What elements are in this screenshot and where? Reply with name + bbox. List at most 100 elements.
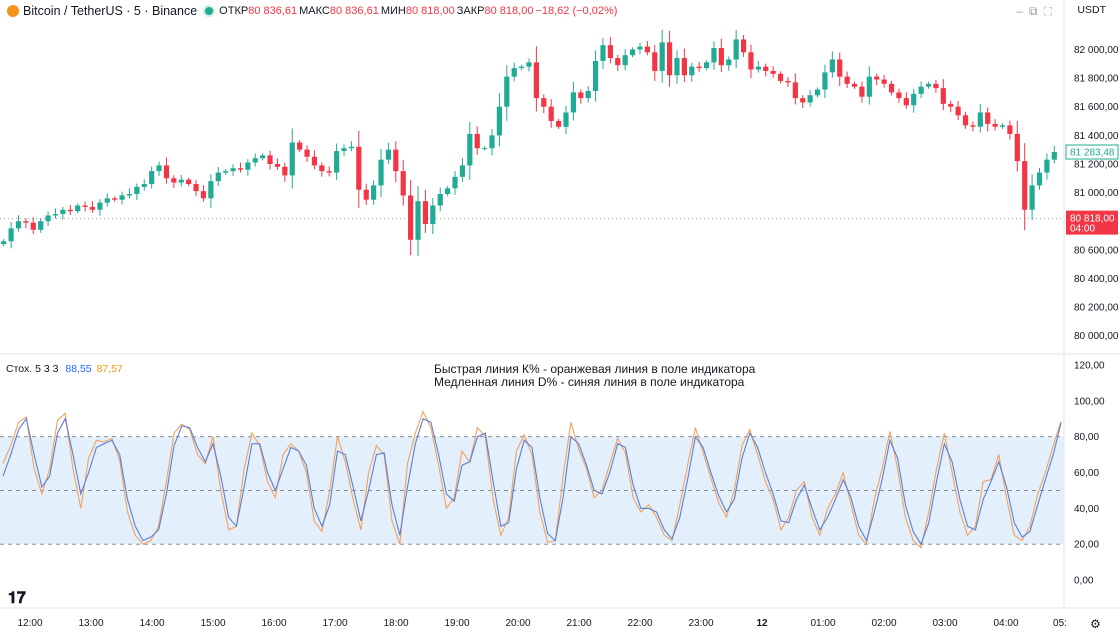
candle-body — [822, 72, 828, 90]
candle-body — [141, 183, 147, 187]
candle-body — [925, 83, 932, 87]
candle-body — [726, 59, 732, 66]
candle-body — [955, 106, 961, 116]
candle-body — [60, 209, 66, 215]
candle-body — [615, 58, 621, 66]
stoch-tick-label: 20,00 — [1074, 540, 1099, 551]
candle-body — [348, 146, 355, 149]
time-tick-label: 19:00 — [444, 618, 469, 629]
candle-body — [311, 156, 318, 166]
candle-body — [533, 62, 539, 99]
candle-body — [97, 202, 103, 210]
candle-body — [326, 171, 332, 173]
time-tick-label: 15:00 — [200, 618, 225, 629]
candle-body — [38, 221, 44, 230]
price-tick-label: 81 400,00 — [1074, 131, 1119, 142]
candle-body — [792, 82, 798, 99]
candle-body — [977, 112, 983, 127]
candle-body — [844, 76, 850, 84]
candle-body — [193, 183, 199, 192]
candle-body — [274, 163, 281, 167]
time-tick-label: 17:00 — [322, 618, 347, 629]
restore-icon[interactable]: ⧉ — [1029, 4, 1044, 18]
candle-body — [119, 195, 125, 200]
market-open-dot-icon — [205, 7, 214, 15]
candle-body — [67, 209, 73, 212]
candle-body — [171, 178, 177, 183]
symbol-title[interactable]: Bitcoin / TetherUS · 5 · Binance — [23, 4, 198, 18]
candle-body — [1044, 159, 1050, 173]
price-tick-label: 81 800,00 — [1074, 74, 1119, 85]
candle-body — [15, 221, 22, 229]
candle-body — [526, 62, 532, 67]
candle-body — [385, 149, 392, 160]
open-value: 80 836,61 — [248, 5, 298, 17]
candle-body — [30, 222, 36, 230]
candle-body — [267, 155, 273, 164]
price-tick-label: 82 000,00 — [1074, 45, 1119, 56]
stoch-line-D% — [2, 417, 1062, 546]
candle-body — [962, 115, 969, 126]
time-tick-label: 03:00 — [932, 618, 957, 629]
candle-body — [104, 198, 110, 203]
candle-body — [237, 168, 244, 170]
candle-body — [445, 188, 451, 195]
candle-body — [415, 201, 421, 240]
ref-price-label: 80 818,00 — [1070, 214, 1115, 225]
candle-body — [999, 125, 1006, 127]
price-tick-label: 80 400,00 — [1074, 274, 1119, 285]
maximize-icon[interactable]: ⛶ — [1043, 4, 1058, 18]
candle-body — [304, 149, 310, 157]
last-price-label: 81 283,48 — [1070, 148, 1115, 159]
change-value: −18,62 (−0,02%) — [535, 5, 618, 17]
candle-body — [156, 165, 162, 172]
candle-body — [1007, 125, 1013, 134]
candle-body — [585, 90, 591, 99]
candle-body — [23, 221, 29, 223]
candle-body — [607, 45, 613, 59]
stochastic-band — [0, 436, 1064, 545]
candle-body — [740, 39, 747, 53]
candle-body — [334, 151, 340, 173]
annotation-line-2: Медленная линия D% - синяя линия в поле … — [434, 375, 745, 389]
last-price-box — [1065, 144, 1119, 160]
candle-body — [223, 171, 229, 173]
candle-body — [452, 176, 458, 189]
time-tick-label: 21:00 — [566, 618, 591, 629]
candle-body — [1, 241, 7, 245]
candle-body — [511, 68, 517, 77]
high-value: 80 836,61 — [329, 5, 379, 17]
candle-body — [378, 159, 384, 186]
currency-label[interactable]: USDT — [1077, 4, 1106, 16]
candle-body — [970, 125, 976, 127]
candle-body — [578, 92, 584, 99]
candle-body — [45, 215, 51, 222]
stochastic-label[interactable]: Стох. 5 3 3 — [6, 363, 59, 375]
candle-body — [82, 205, 88, 207]
time-tick-label: 02:00 — [871, 618, 896, 629]
candle-body — [851, 83, 858, 87]
candle-body — [600, 45, 606, 61]
candle-body — [570, 92, 576, 113]
ref-countdown-label: 04:00 — [1070, 224, 1095, 235]
candle-body — [482, 148, 488, 150]
candle-body — [215, 172, 221, 182]
candle-body — [940, 88, 946, 104]
candle-body — [112, 198, 118, 200]
candle-body — [888, 83, 895, 93]
candle-body — [874, 76, 880, 80]
candle-body — [896, 92, 902, 99]
candle-body — [356, 146, 362, 190]
candle-body — [622, 55, 628, 66]
candle-body — [149, 171, 155, 184]
price-tick-label: 81 200,00 — [1074, 159, 1119, 170]
minimize-icon[interactable]: – — [1016, 4, 1030, 18]
candle-body — [911, 93, 917, 106]
tradingview-logo-icon[interactable]: 𝟏𝟕 — [8, 590, 26, 607]
settings-icon[interactable]: ⚙ — [1090, 617, 1101, 631]
candle-body — [666, 42, 673, 76]
candle-body — [178, 179, 184, 183]
candle-body — [504, 76, 510, 107]
